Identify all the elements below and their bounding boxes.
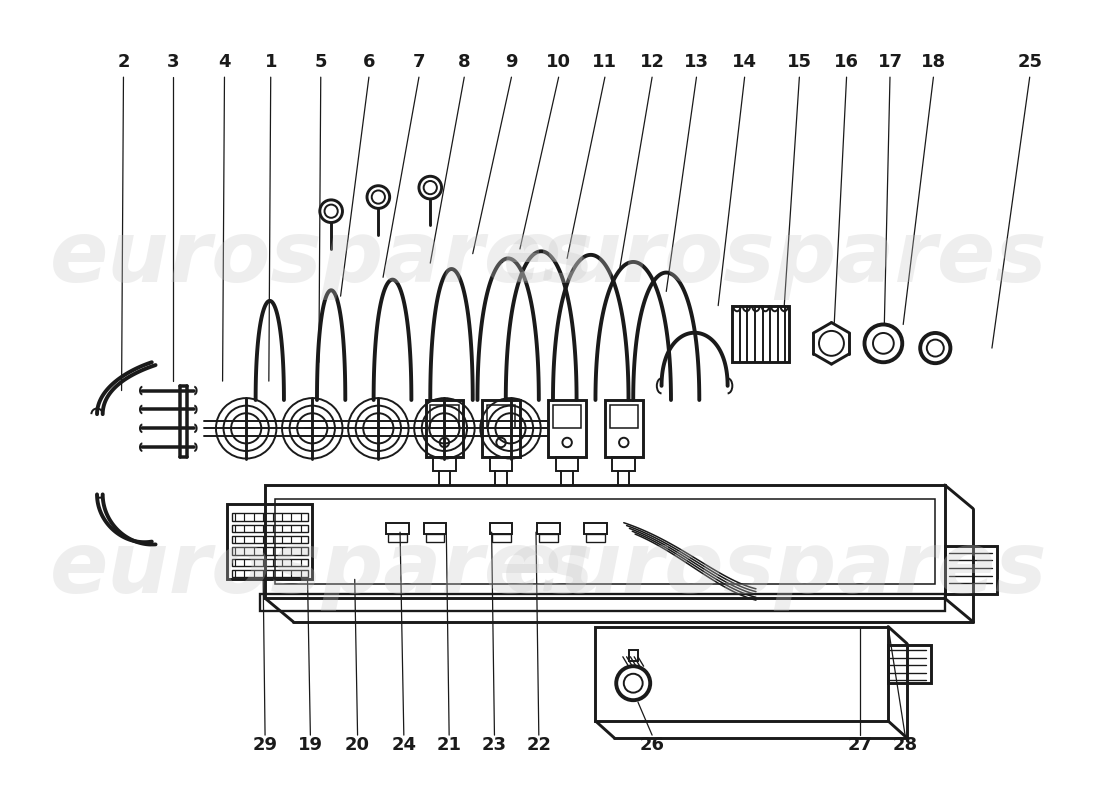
Bar <box>275 499 935 584</box>
Text: 9: 9 <box>505 53 518 71</box>
Bar <box>490 522 513 534</box>
Text: 2: 2 <box>118 53 130 71</box>
Text: 13: 13 <box>684 53 710 71</box>
Bar <box>595 626 888 721</box>
Bar <box>605 400 642 457</box>
Bar <box>487 405 515 428</box>
Text: 24: 24 <box>392 735 416 754</box>
Text: eurospares: eurospares <box>503 217 1047 300</box>
Bar <box>426 534 444 542</box>
Bar <box>388 534 407 542</box>
Bar <box>482 400 520 457</box>
Bar <box>613 457 635 470</box>
Text: 18: 18 <box>921 53 946 71</box>
Text: 21: 21 <box>437 735 462 754</box>
Text: 8: 8 <box>458 53 471 71</box>
Text: eurospares: eurospares <box>50 217 594 300</box>
Text: 17: 17 <box>878 53 902 71</box>
Text: 7: 7 <box>412 53 426 71</box>
Text: 4: 4 <box>218 53 231 71</box>
Text: 22: 22 <box>526 735 551 754</box>
Bar <box>433 457 455 470</box>
Bar <box>430 405 459 428</box>
Bar <box>261 594 945 610</box>
Bar <box>232 514 308 521</box>
Text: 11: 11 <box>593 53 617 71</box>
Text: 25: 25 <box>1018 53 1042 71</box>
Bar <box>537 522 560 534</box>
Text: 14: 14 <box>733 53 757 71</box>
Bar <box>426 400 463 457</box>
Bar <box>888 646 931 683</box>
Text: 26: 26 <box>639 735 664 754</box>
Text: 28: 28 <box>892 735 917 754</box>
Bar <box>539 534 558 542</box>
Text: 29: 29 <box>253 735 277 754</box>
Text: 10: 10 <box>546 53 571 71</box>
Bar <box>265 485 945 598</box>
Bar <box>945 546 997 594</box>
Bar <box>628 650 638 662</box>
Text: 23: 23 <box>482 735 507 754</box>
Bar <box>232 536 308 543</box>
Bar <box>553 405 581 428</box>
Bar <box>490 457 513 470</box>
Bar <box>733 306 789 362</box>
Text: 1: 1 <box>264 53 277 71</box>
Text: eurospares: eurospares <box>50 529 594 611</box>
Text: 15: 15 <box>786 53 812 71</box>
Bar <box>232 558 308 566</box>
Bar <box>386 522 408 534</box>
Text: 16: 16 <box>834 53 859 71</box>
Bar <box>232 547 308 555</box>
Text: 5: 5 <box>315 53 327 71</box>
Text: 6: 6 <box>363 53 375 71</box>
Bar <box>609 405 638 428</box>
Bar <box>556 457 579 470</box>
Bar <box>492 534 510 542</box>
Bar <box>228 504 312 579</box>
Text: 19: 19 <box>298 735 323 754</box>
Bar <box>586 534 605 542</box>
Text: 12: 12 <box>639 53 664 71</box>
Text: 27: 27 <box>847 735 872 754</box>
Text: 3: 3 <box>167 53 179 71</box>
Bar <box>424 522 447 534</box>
Bar <box>584 522 607 534</box>
Text: 20: 20 <box>345 735 370 754</box>
Bar <box>232 570 308 578</box>
Bar <box>232 525 308 532</box>
Text: eurospares: eurospares <box>503 529 1047 611</box>
Bar <box>548 400 586 457</box>
